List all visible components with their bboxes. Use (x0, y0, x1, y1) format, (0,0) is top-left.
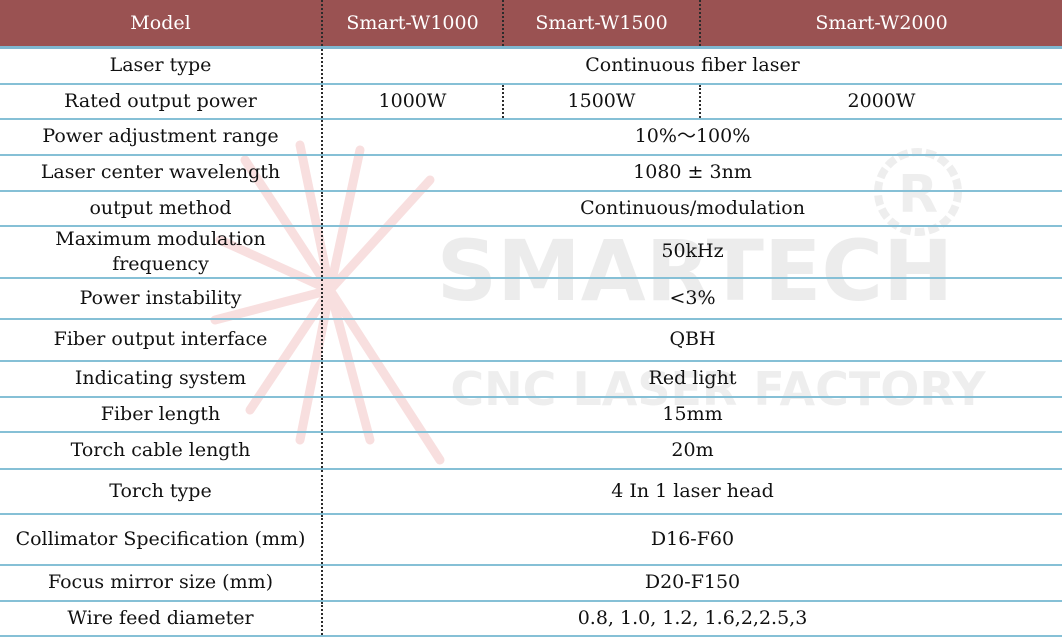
row-value: <3% (322, 277, 1062, 320)
header-smart-w1000: Smart-W1000 (321, 0, 503, 49)
row-value: 1080 ± 3nm (322, 154, 1062, 192)
header-model: Model (0, 0, 322, 49)
row-value: QBH (322, 318, 1062, 362)
table-row: Laser type Continuous fiber laser (0, 47, 1062, 85)
row-value: 20m (322, 431, 1062, 470)
table-row: Collimator Specification (mm) D16-F60 (0, 513, 1062, 566)
table-row: output method Continuous/modulation (0, 190, 1062, 227)
row-value: 4 In 1 laser head (322, 468, 1062, 515)
table-row: Focus mirror size (mm) D20-F150 (0, 564, 1062, 602)
row-label: Power instability (0, 277, 323, 320)
table-row: Torch type 4 In 1 laser head (0, 468, 1062, 515)
row-label: Collimator Specification (mm) (0, 513, 323, 566)
row-label: Rated output power (0, 83, 323, 120)
row-label: output method (0, 190, 323, 227)
row-value: D20-F150 (322, 564, 1062, 602)
row-label: Maximum modulation frequency (0, 225, 323, 279)
table-row: Fiber output interface QBH (0, 318, 1062, 362)
header-smart-w1500: Smart-W1500 (502, 0, 700, 49)
header-smart-w2000: Smart-W2000 (699, 0, 1062, 49)
row-value: 15mm (322, 396, 1062, 433)
table-row: Power instability <3% (0, 277, 1062, 320)
row-label: Indicating system (0, 360, 323, 398)
row-label: Wire feed diameter (0, 600, 323, 637)
row-value: Red light (322, 360, 1062, 398)
row-label: Torch cable length (0, 431, 323, 470)
table-row: Indicating system Red light (0, 360, 1062, 398)
table-row: Rated output power 1000W 1500W 2000W (0, 83, 1062, 120)
row-label: Power adjustment range (0, 118, 323, 156)
row-value-w1000: 1000W (322, 83, 504, 120)
row-label: Laser center wavelength (0, 154, 323, 192)
row-label: Laser type (0, 47, 323, 85)
row-value: 50kHz (322, 225, 1062, 279)
row-value: D16-F60 (322, 513, 1062, 566)
row-label: Focus mirror size (mm) (0, 564, 323, 602)
table-row: Wire feed diameter 0.8, 1.0, 1.2, 1.6,2,… (0, 600, 1062, 637)
table-row: Maximum modulation frequency 50kHz (0, 225, 1062, 279)
table-row: Laser center wavelength 1080 ± 3nm (0, 154, 1062, 192)
row-value: Continuous fiber laser (322, 47, 1062, 85)
row-value: 10%～100% (322, 118, 1062, 156)
table-row: Fiber length 15mm (0, 396, 1062, 433)
header-row: Model Smart-W1000 Smart-W1500 Smart-W200… (0, 0, 1062, 49)
row-label: Torch type (0, 468, 323, 515)
table-row: Power adjustment range 10%～100% (0, 118, 1062, 156)
table-row: Torch cable length 20m (0, 431, 1062, 470)
row-value-w1500: 1500W (503, 83, 701, 120)
row-value-w2000: 2000W (700, 83, 1062, 120)
row-value: Continuous/modulation (322, 190, 1062, 227)
row-label: Fiber output interface (0, 318, 323, 362)
row-label: Fiber length (0, 396, 323, 433)
row-value: 0.8, 1.0, 1.2, 1.6,2,2.5,3 (322, 600, 1062, 637)
